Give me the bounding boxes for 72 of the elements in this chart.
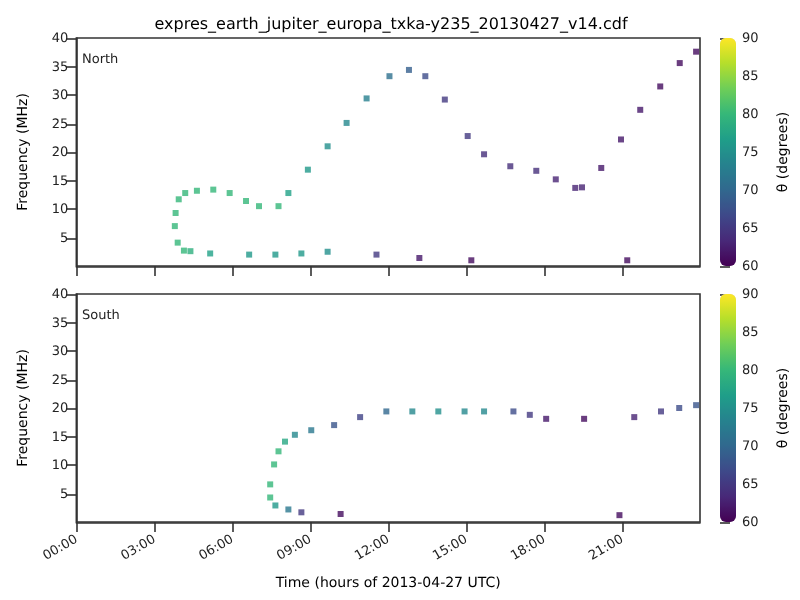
point xyxy=(308,427,315,434)
point xyxy=(631,414,638,421)
point xyxy=(275,203,282,210)
point xyxy=(343,119,350,126)
point xyxy=(422,73,429,80)
point xyxy=(357,414,364,421)
point xyxy=(271,461,278,468)
point xyxy=(405,66,412,73)
point xyxy=(624,257,631,264)
point xyxy=(657,83,664,90)
point xyxy=(291,431,298,438)
point xyxy=(637,106,644,113)
point xyxy=(409,408,416,415)
point xyxy=(464,133,471,140)
point xyxy=(581,415,588,422)
point xyxy=(298,509,305,516)
point xyxy=(481,151,488,158)
point xyxy=(324,248,331,255)
point xyxy=(533,167,540,174)
point xyxy=(243,198,250,205)
point xyxy=(543,415,550,422)
point xyxy=(171,223,178,230)
point xyxy=(272,502,279,509)
point xyxy=(383,408,390,415)
point xyxy=(337,511,344,518)
point xyxy=(182,190,189,197)
point xyxy=(172,209,179,216)
point xyxy=(282,438,289,445)
point xyxy=(441,96,448,103)
point xyxy=(416,255,423,262)
point xyxy=(246,251,253,258)
point xyxy=(481,408,488,415)
point xyxy=(267,494,274,501)
point xyxy=(285,190,292,197)
point xyxy=(175,196,182,203)
point xyxy=(207,250,214,257)
point xyxy=(461,408,468,415)
point xyxy=(210,186,217,193)
point xyxy=(298,250,305,257)
point xyxy=(676,405,683,411)
point xyxy=(598,164,605,171)
point xyxy=(526,411,533,418)
point xyxy=(180,247,187,254)
point xyxy=(373,251,380,258)
point xyxy=(174,239,181,246)
point xyxy=(468,257,475,264)
point xyxy=(226,190,233,197)
point xyxy=(435,408,442,415)
point xyxy=(331,422,338,429)
point xyxy=(285,506,292,513)
point xyxy=(693,402,700,409)
point xyxy=(572,184,579,191)
point xyxy=(676,60,683,67)
point xyxy=(616,512,623,519)
point xyxy=(267,481,274,488)
point xyxy=(324,143,331,150)
point xyxy=(552,176,559,183)
point xyxy=(618,136,624,143)
point xyxy=(187,248,194,255)
point xyxy=(193,187,200,194)
point xyxy=(275,448,282,455)
point xyxy=(507,163,514,170)
point xyxy=(658,408,665,415)
point xyxy=(363,95,370,102)
point xyxy=(272,251,279,258)
point xyxy=(304,166,311,173)
point xyxy=(256,203,263,210)
point xyxy=(386,73,393,80)
point xyxy=(693,48,700,55)
point xyxy=(510,408,517,415)
point xyxy=(579,184,586,191)
chart-title: expres_earth_jupiter_europa_txka-y235_20130427_v14.cdf xyxy=(154,15,628,33)
